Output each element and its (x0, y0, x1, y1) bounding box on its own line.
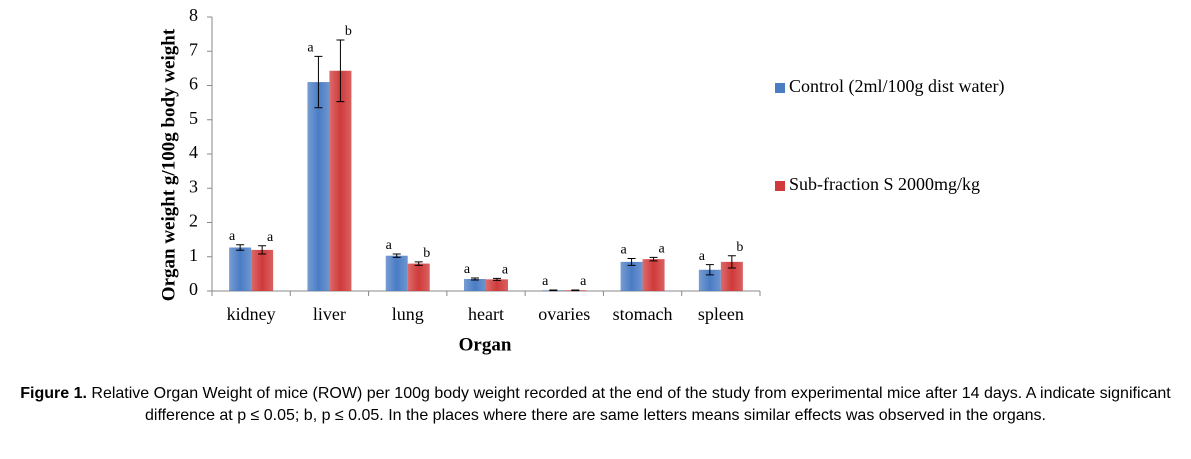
x-tick-label: liver (313, 304, 346, 324)
bar (642, 259, 665, 291)
significance-label: a (464, 262, 471, 277)
significance-label: a (658, 242, 665, 257)
chart: Organ weight g/100g body weight Organ 0 1… (158, 5, 1004, 355)
y-tick-label: 7 (189, 39, 198, 59)
x-tick-label: lung (392, 304, 424, 324)
x-tick-label: spleen (698, 304, 744, 324)
y-tick-label: 8 (189, 5, 198, 25)
legend-swatch (775, 181, 785, 191)
bar (407, 263, 430, 291)
y-tick-label: 2 (189, 211, 198, 231)
significance-label: a (229, 229, 236, 244)
error-bar (493, 277, 501, 281)
caption: Figure 1. Relative Organ Weight of mice … (0, 383, 1191, 427)
y-axis-label: Organ weight g/100g body weight (158, 28, 179, 301)
error-bar (627, 257, 636, 266)
bar (620, 261, 643, 291)
x-tick-label: heart (468, 304, 504, 324)
caption-text: Relative Organ Weight of mice (ROW) per … (91, 385, 1171, 424)
bar (329, 70, 352, 292)
legend-label: Control (2ml/100g dist water) (789, 76, 1004, 97)
bar (251, 249, 274, 291)
error-bar (314, 55, 323, 109)
legend-label: Sub-fraction S 2000mg/kg (789, 174, 980, 194)
bar (720, 261, 743, 291)
significance-label: b (345, 24, 352, 39)
error-bar (471, 277, 479, 281)
significance-label: a (580, 274, 587, 289)
error-bar (649, 256, 658, 262)
bar (698, 269, 721, 291)
bar (486, 279, 508, 291)
significance-label: b (423, 246, 430, 261)
bar (229, 247, 252, 291)
error-bar (549, 289, 558, 292)
error-bar (727, 255, 736, 269)
y-tick-label: 3 (189, 176, 198, 196)
significance-label: a (267, 230, 274, 245)
error-bar (258, 245, 267, 255)
x-tick-label: stomach (613, 304, 673, 324)
y-tick-label: 4 (189, 142, 198, 162)
error-bar (571, 289, 580, 292)
x-axis-label: Organ (459, 334, 512, 355)
x-tick-label: kidney (227, 304, 276, 324)
y-tick-label: 6 (189, 74, 198, 94)
bar (307, 82, 330, 291)
significance-label: a (386, 238, 393, 253)
bar (464, 279, 486, 291)
significance-label: a (502, 263, 509, 278)
caption-label: Figure 1. (20, 385, 87, 402)
y-tick-label: 0 (189, 279, 198, 299)
error-bar (414, 261, 423, 266)
error-bar (705, 264, 714, 276)
y-tick-label: 5 (189, 108, 198, 128)
bar (385, 255, 408, 291)
error-bar (392, 253, 401, 258)
significance-label: a (620, 243, 627, 258)
significance-label: a (307, 41, 314, 56)
error-bar (336, 39, 345, 103)
y-tick-label: 1 (189, 245, 198, 265)
significance-label: b (736, 240, 743, 255)
significance-label: a (699, 249, 706, 264)
error-bar (236, 244, 245, 251)
significance-label: a (542, 274, 549, 289)
x-tick-label: ovaries (538, 304, 590, 324)
legend-swatch (775, 83, 785, 93)
